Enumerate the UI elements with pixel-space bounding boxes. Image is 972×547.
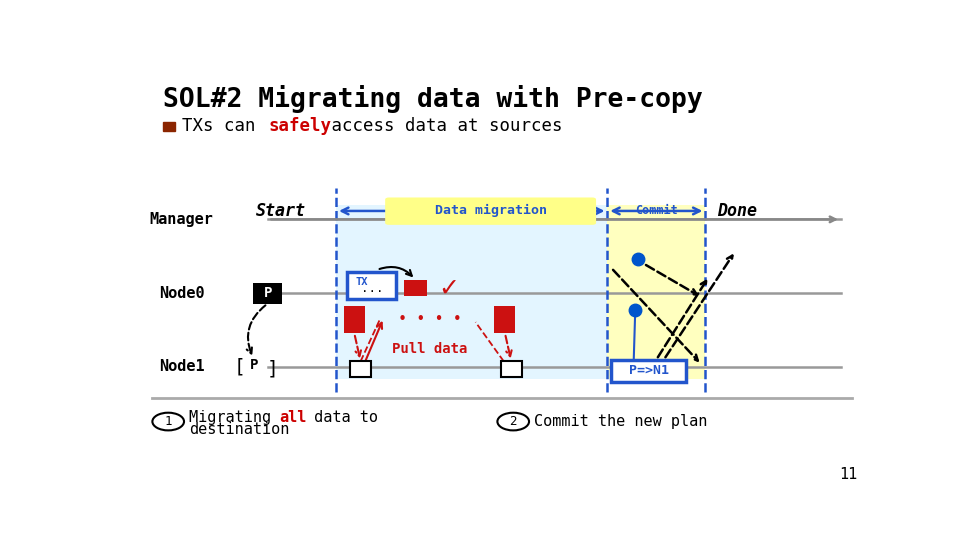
Text: all: all (280, 410, 307, 425)
FancyBboxPatch shape (385, 197, 596, 225)
Text: P: P (250, 358, 258, 371)
Text: Data migration: Data migration (434, 205, 546, 218)
Bar (608, 205, 706, 380)
Bar (501, 362, 522, 377)
Text: 11: 11 (839, 467, 857, 482)
Text: safely: safely (268, 117, 331, 135)
Text: [: [ (234, 357, 246, 376)
Bar (348, 272, 397, 299)
Text: Pull data: Pull data (392, 341, 468, 356)
Bar (336, 205, 608, 380)
Text: ]: ] (267, 359, 279, 379)
Text: P=>N1: P=>N1 (629, 364, 669, 377)
Bar (163, 121, 175, 131)
Text: Done: Done (716, 202, 756, 220)
Text: access data at sources: access data at sources (321, 117, 563, 135)
Text: Commit the new plan: Commit the new plan (535, 414, 708, 429)
Text: Migrating: Migrating (190, 410, 281, 425)
Bar (495, 306, 515, 333)
Text: Node0: Node0 (159, 286, 204, 301)
Text: data to: data to (304, 410, 377, 425)
Text: Start: Start (256, 202, 306, 220)
Text: Commit: Commit (635, 205, 677, 218)
Text: 2: 2 (509, 415, 517, 428)
Text: • • • •: • • • • (398, 312, 462, 327)
Text: P: P (263, 286, 272, 300)
Text: Node1: Node1 (159, 359, 204, 374)
Text: ...: ... (361, 282, 383, 295)
Text: SOL#2 Migrating data with Pre-copy: SOL#2 Migrating data with Pre-copy (163, 85, 703, 113)
Text: ✓: ✓ (437, 277, 459, 301)
Text: 1: 1 (164, 415, 172, 428)
Text: destination: destination (190, 422, 290, 438)
Text: TX: TX (355, 277, 367, 287)
Bar (350, 362, 371, 377)
Bar (344, 306, 364, 333)
Text: TXs can: TXs can (182, 117, 265, 135)
Bar (254, 283, 282, 304)
Text: Manager: Manager (150, 212, 214, 227)
Bar (404, 280, 427, 296)
Bar (611, 359, 686, 382)
